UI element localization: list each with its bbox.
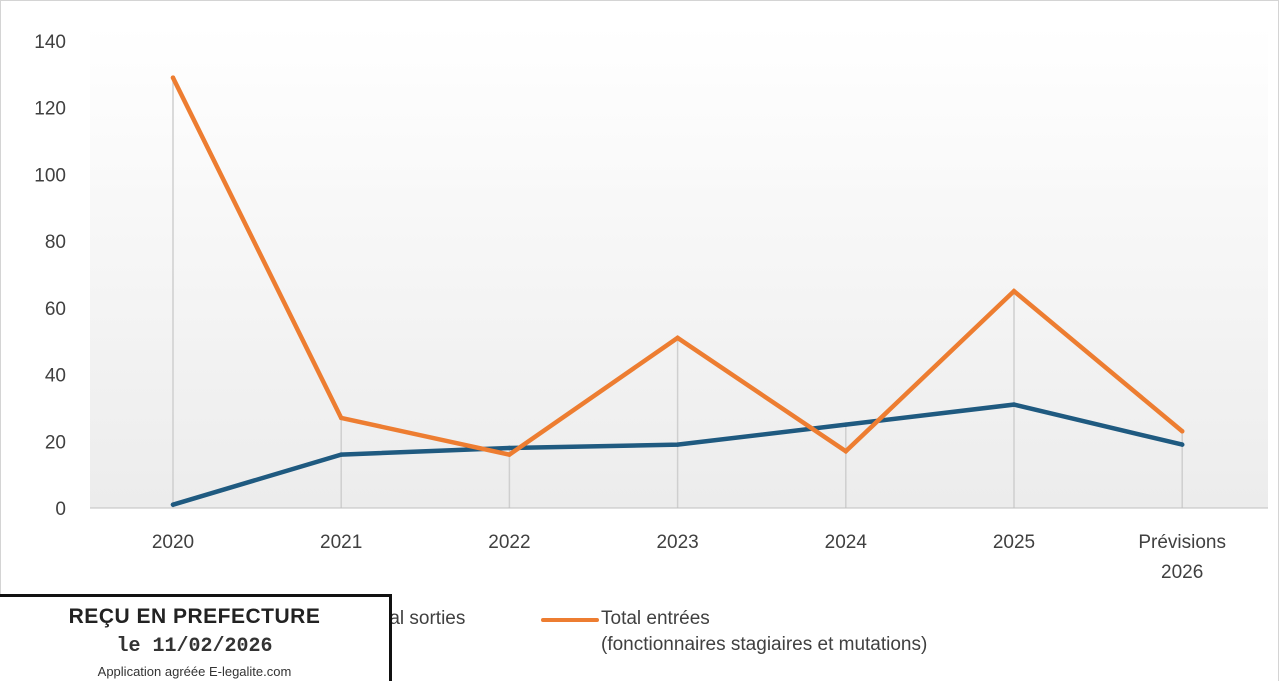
legend: Total sorties Total entrées (fonctionnai… [300,606,1200,676]
data-point [675,335,680,341]
stamp-title: REÇU EN PREFECTURE [68,605,321,628]
data-point [507,452,512,457]
data-point [339,415,344,421]
prefecture-stamp: REÇU EN PREFECTURE le 11/02/2026 Applica… [0,594,392,681]
data-point [507,445,512,451]
y-tick-label: 120 [34,99,66,120]
x-tick-label: 2024 [825,532,868,553]
data-point [170,502,176,507]
legend-item-entrees[interactable]: Total entrées (fonctionnaires stagiaires… [541,606,927,658]
data-point [1011,288,1017,294]
data-point [1011,402,1017,407]
legend-swatch-entrees [541,618,599,622]
y-tick-label: 0 [55,499,66,520]
legend-label-entrees-line2: (fonctionnaires stagiaires et mutations) [601,634,928,655]
data-point [1180,429,1185,434]
x-axis: 2020 2021 2022 2023 2024 2025 Prévisions… [152,532,1226,583]
x-tick-label: 2025 [993,532,1035,553]
data-point [843,422,848,427]
series-lines [170,75,1185,507]
legend-label-entrees: Total entrées (fonctionnaires stagiaires… [601,606,927,658]
data-point [339,452,344,457]
data-point [1180,442,1185,447]
legend-label-entrees-line1: Total entrées [601,608,710,629]
y-tick-label: 80 [45,232,66,253]
x-tick-label: 2020 [152,532,194,553]
data-point [843,449,848,454]
y-tick-label: 140 [34,32,66,53]
y-tick-label: 40 [45,366,66,387]
x-tick-label: 2026 [1161,562,1203,583]
data-point [170,75,176,80]
x-tick-label: 2021 [320,532,362,553]
y-axis: 0 20 40 60 80 100 120 140 [34,32,66,520]
stamp-date: le 11/02/2026 [116,635,273,658]
x-tick-label: 2023 [656,532,698,553]
plot-area [90,25,1268,508]
y-tick-label: 20 [45,432,66,453]
y-tick-label: 60 [45,299,66,320]
stamp-application: Application agréée E-legalite.com [97,664,292,679]
x-tick-label: 2022 [488,532,530,553]
data-point [675,442,680,447]
x-tick-label: Prévisions [1138,532,1226,553]
y-tick-label: 100 [34,165,66,186]
